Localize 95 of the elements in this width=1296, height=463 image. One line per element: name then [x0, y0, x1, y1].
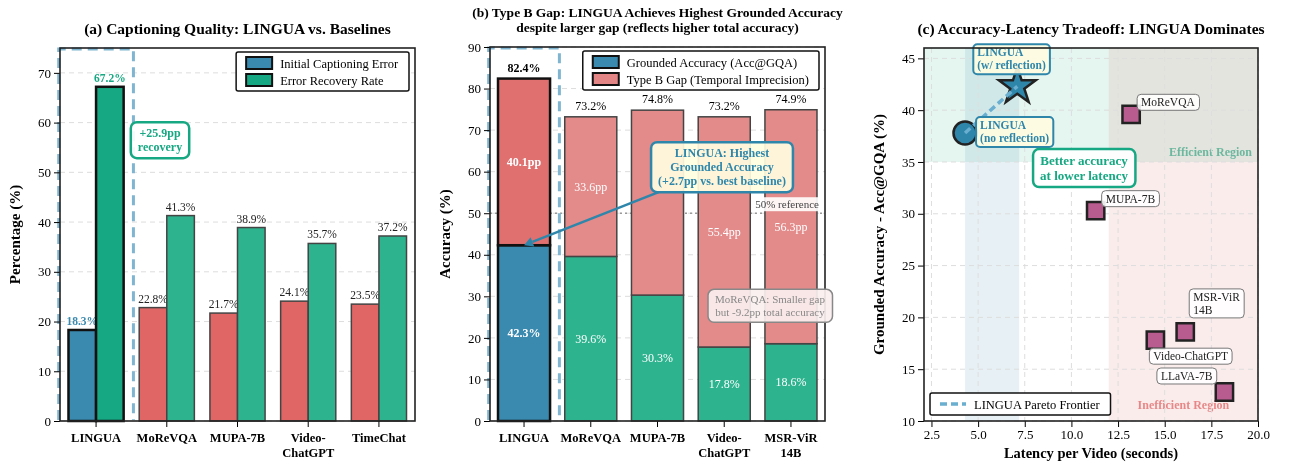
data-label: 55.4pp [707, 224, 741, 239]
y-axis-title: Accuracy (%) [437, 189, 454, 279]
y-tick-label: 60 [38, 115, 51, 131]
y-tick-label: 70 [38, 65, 51, 81]
y-tick-label: 90 [468, 39, 481, 55]
x-tick-label: MSR-ViR 14B [764, 431, 819, 460]
y-axis-title: Percentage (%) [7, 184, 24, 285]
series-label: LINGUA (w/ reflection) [977, 46, 1046, 73]
series-label: MSR-ViR 14B [1193, 290, 1241, 316]
data-label: 39.6% [575, 331, 607, 346]
y-tick-label: 0 [474, 413, 481, 429]
point [1121, 104, 1142, 125]
y-tick-label: 35 [902, 154, 915, 170]
chart-title: (b) Type B Gap: LINGUA Achieves Highest Grounded Accuracy despite larger gap (reflects higher total accuracy) [472, 5, 844, 35]
y-tick-label: 20 [468, 330, 481, 346]
series-label: LLaVA-7B [1160, 369, 1213, 382]
x-tick-label: LINGUA [71, 431, 122, 445]
legend-label: Initial Captioning Error [280, 56, 399, 71]
y-tick-label: 60 [468, 164, 481, 180]
y-tick-label: 50 [468, 205, 481, 221]
data-label: 37.2% [377, 220, 408, 233]
total-label: 74.9% [775, 91, 807, 106]
legend-label: LINGUA Pareto Frontier [974, 397, 1101, 412]
annotation: +25.9pp recovery [137, 126, 183, 155]
x-tick-label: 17.5 [1200, 427, 1224, 443]
y-tick-label: 30 [38, 264, 51, 280]
band-label: Efficient Region [1169, 144, 1253, 159]
x-tick-label: 15.0 [1153, 427, 1177, 443]
x-tick-label: Video-ChatGPT [698, 431, 751, 460]
y-tick-label: 30 [902, 206, 915, 222]
x-tick-label: 5.0 [970, 427, 987, 443]
series-label: LINGUA (no reflection) [980, 118, 1050, 145]
y-tick-label: 45 [902, 51, 915, 67]
data-label: 33.6pp [574, 179, 608, 194]
data-label: 42.3% [507, 326, 541, 341]
y-tick-label: 25 [902, 258, 915, 274]
data-label: 40.1pp [506, 154, 542, 169]
y-tick-label: 20 [38, 314, 51, 330]
x-tick-label: MoReVQA [136, 431, 197, 445]
x-tick-label: 12.5 [1107, 427, 1130, 443]
legend-label: Grounded Accuracy (Acc@GQA) [626, 55, 798, 70]
data-label: 35.7% [307, 228, 338, 241]
total-label: 73.2% [708, 98, 740, 113]
y-tick-label: 40 [468, 247, 481, 263]
annotation: LINGUA: Highest Grounded Accuracy (+2.7pp vs. best baseline) [658, 146, 786, 189]
annotation: MoReVQA: Smaller gap but -9.2pp total accuracy [715, 293, 826, 319]
y-tick-label: 10 [468, 372, 481, 388]
data-label: 18.6% [775, 375, 807, 390]
chart-title: (a) Captioning Quality: LINGUA vs. Baselines [84, 20, 391, 38]
total-label: 73.2% [575, 98, 607, 113]
x-tick-label: TimeChat [351, 431, 407, 445]
y-tick-label: 0 [44, 413, 51, 429]
series-label: MUPA-7B [1105, 192, 1156, 205]
x-tick-label: MoReVQA [560, 431, 621, 445]
x-tick-label: MUPA-7B [629, 431, 686, 445]
y-tick-label: 10 [902, 413, 915, 429]
legend-label: Error Recovery Rate [280, 73, 385, 88]
y-tick-label: 70 [468, 122, 481, 138]
y-axis-title: Grounded Accuracy - Acc@GQA (%) [871, 113, 888, 356]
data-label: 17.8% [708, 377, 740, 392]
x-tick-label: 2.5 [923, 427, 941, 443]
y-tick-label: 80 [468, 81, 481, 97]
y-tick-label: 40 [38, 214, 51, 230]
point [1214, 382, 1235, 402]
total-label: 82.4% [507, 60, 541, 75]
ref-line-label: 50% reference [755, 198, 820, 211]
y-tick-label: 50 [38, 164, 51, 180]
x-tick-label: 20.0 [1247, 427, 1270, 443]
x-tick-label: LINGUA [499, 431, 550, 445]
point [1085, 200, 1106, 221]
total-label: 74.8% [642, 92, 673, 107]
band-label: Inefficient Region [1137, 398, 1230, 412]
x-tick-label: MUPA-7B [209, 431, 266, 445]
x-tick-label: 7.5 [1017, 427, 1034, 443]
y-tick-label: 20 [902, 310, 915, 326]
x-tick-label: Video-ChatGPT [282, 431, 335, 460]
y-tick-label: 40 [902, 102, 915, 118]
y-tick-label: 15 [902, 361, 915, 377]
data-label: 67.2% [94, 71, 126, 84]
legend-label: Type B Gap (Temporal Imprecision) [626, 72, 809, 87]
point [1175, 321, 1196, 342]
series-label: Video-ChatGPT [1153, 350, 1229, 363]
data-label: 30.3% [642, 351, 673, 366]
y-tick-label: 30 [468, 288, 481, 304]
x-tick-label: 10.0 [1060, 427, 1084, 443]
data-label: 56.3pp [774, 219, 808, 234]
data-label: 38.9% [236, 212, 267, 225]
data-label: 41.3% [165, 200, 196, 213]
point [952, 120, 978, 146]
y-tick-label: 10 [38, 363, 51, 379]
series-label: MoReVQA [1141, 96, 1196, 109]
annotation: Better accuracy at lower latency [1040, 153, 1129, 184]
x-axis-title: Latency per Video (seconds) [1003, 445, 1179, 462]
point [1145, 330, 1166, 351]
chart-title: (c) Accuracy-Latency Tradeoff: LINGUA Dominates [917, 20, 1265, 38]
